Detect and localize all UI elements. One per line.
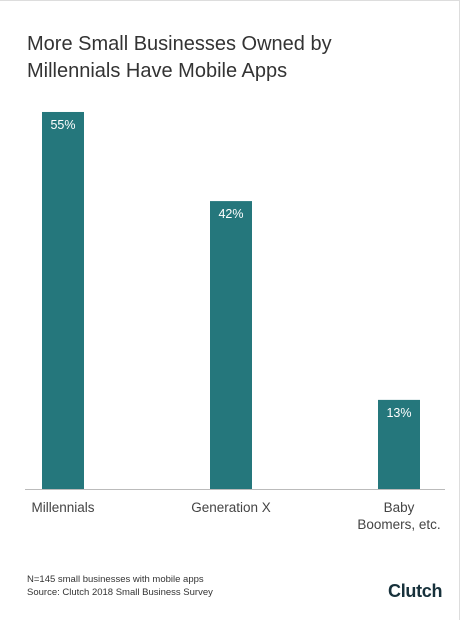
footnote-source: Source: Clutch 2018 Small Business Surve… bbox=[27, 587, 213, 598]
x-tick-label: Generation X bbox=[191, 500, 271, 515]
value-label: 55% bbox=[50, 118, 75, 132]
bar bbox=[210, 201, 252, 489]
bar bbox=[378, 399, 420, 489]
bar bbox=[42, 111, 84, 489]
logo: Clutch bbox=[388, 581, 443, 601]
chart-title: More Small Businesses Owned by Millennia… bbox=[27, 33, 332, 82]
x-tick-label: Baby Boomers, etc. bbox=[357, 500, 441, 532]
value-label: 13% bbox=[386, 406, 411, 420]
footnote-sample: N=145 small businesses with mobile apps bbox=[27, 574, 204, 585]
x-tick-label: Millennials bbox=[31, 500, 95, 515]
value-label: 42% bbox=[218, 207, 243, 221]
